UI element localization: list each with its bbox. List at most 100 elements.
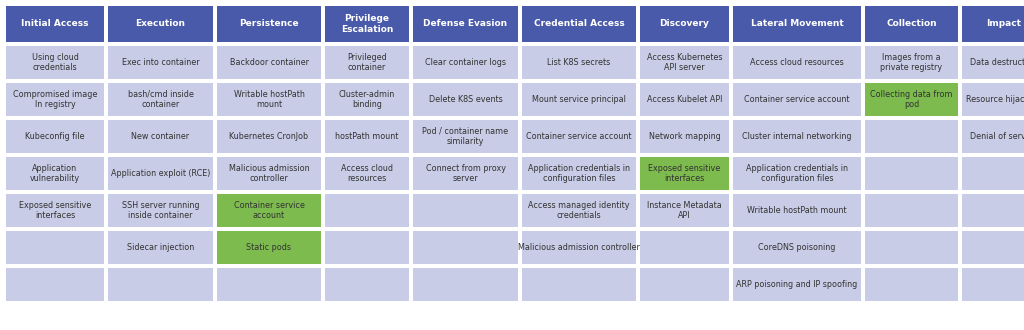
Bar — [865, 6, 958, 42]
Bar — [962, 268, 1024, 301]
Bar — [962, 120, 1024, 153]
Text: Static pods: Static pods — [247, 243, 292, 252]
Bar — [522, 268, 636, 301]
Bar — [217, 6, 321, 42]
Bar — [217, 120, 321, 153]
Bar — [217, 83, 321, 116]
Text: Kubernetes CronJob: Kubernetes CronJob — [229, 132, 308, 141]
Bar — [6, 157, 104, 190]
Text: Defense Evasion: Defense Evasion — [424, 19, 508, 28]
Bar — [865, 120, 958, 153]
Bar — [413, 83, 518, 116]
Bar — [733, 268, 861, 301]
Bar — [962, 6, 1024, 42]
Bar — [413, 194, 518, 227]
Bar — [865, 157, 958, 190]
Bar — [733, 157, 861, 190]
Text: Lateral Movement: Lateral Movement — [751, 19, 844, 28]
Bar — [640, 6, 729, 42]
Bar — [217, 231, 321, 264]
Text: ARP poisoning and IP spoofing: ARP poisoning and IP spoofing — [736, 280, 858, 289]
Text: New container: New container — [131, 132, 189, 141]
Bar — [640, 46, 729, 79]
Text: Mount service principal: Mount service principal — [532, 95, 626, 104]
Bar — [325, 83, 409, 116]
Bar — [640, 120, 729, 153]
Text: Privilege
Escalation: Privilege Escalation — [341, 15, 393, 34]
Bar — [962, 83, 1024, 116]
Bar — [522, 157, 636, 190]
Text: Execution: Execution — [135, 19, 185, 28]
Bar — [522, 194, 636, 227]
Text: Application exploit (RCE): Application exploit (RCE) — [111, 169, 210, 178]
Text: Impact: Impact — [986, 19, 1022, 28]
Text: Access managed identity
credentials: Access managed identity credentials — [528, 201, 630, 220]
Text: Compromised image
In registry: Compromised image In registry — [13, 90, 97, 109]
Text: Application credentials in
configuration files: Application credentials in configuration… — [528, 164, 630, 183]
Text: Exposed sensitive
interfaces: Exposed sensitive interfaces — [18, 201, 91, 220]
Text: Connect from proxy
server: Connect from proxy server — [426, 164, 506, 183]
Text: Discovery: Discovery — [659, 19, 710, 28]
Text: Exec into container: Exec into container — [122, 58, 200, 67]
Text: Container service account: Container service account — [744, 95, 850, 104]
Bar — [733, 194, 861, 227]
Text: Delete K8S events: Delete K8S events — [429, 95, 503, 104]
Bar — [6, 194, 104, 227]
Bar — [217, 268, 321, 301]
Bar — [522, 120, 636, 153]
Bar — [962, 194, 1024, 227]
Bar — [522, 231, 636, 264]
Bar — [413, 46, 518, 79]
Text: Images from a
private registry: Images from a private registry — [881, 53, 942, 72]
Bar — [325, 46, 409, 79]
Text: Access cloud
resources: Access cloud resources — [341, 164, 393, 183]
Bar — [865, 231, 958, 264]
Bar — [108, 231, 213, 264]
Bar — [733, 120, 861, 153]
Bar — [733, 46, 861, 79]
Text: Resource hijacking: Resource hijacking — [967, 95, 1024, 104]
Bar — [6, 120, 104, 153]
Bar — [108, 120, 213, 153]
Bar — [6, 83, 104, 116]
Bar — [6, 268, 104, 301]
Text: Collection: Collection — [886, 19, 937, 28]
Text: bash/cmd inside
container: bash/cmd inside container — [128, 90, 194, 109]
Text: hostPath mount: hostPath mount — [335, 132, 398, 141]
Text: Clear container logs: Clear container logs — [425, 58, 506, 67]
Text: Access Kubelet API: Access Kubelet API — [647, 95, 722, 104]
Text: List K8S secrets: List K8S secrets — [548, 58, 610, 67]
Text: Malicious admission controller: Malicious admission controller — [518, 243, 640, 252]
Text: SSH server running
inside container: SSH server running inside container — [122, 201, 200, 220]
Text: Instance Metadata
API: Instance Metadata API — [647, 201, 722, 220]
Text: Access Kubernetes
API server: Access Kubernetes API server — [647, 53, 722, 72]
Bar — [217, 157, 321, 190]
Text: Writable hostPath mount: Writable hostPath mount — [748, 206, 847, 215]
Bar — [962, 46, 1024, 79]
Bar — [962, 231, 1024, 264]
Text: Credential Access: Credential Access — [534, 19, 625, 28]
Text: Writable hostPath
mount: Writable hostPath mount — [233, 90, 304, 109]
Bar — [640, 157, 729, 190]
Text: Cluster internal networking: Cluster internal networking — [742, 132, 852, 141]
Bar — [6, 6, 104, 42]
Bar — [733, 231, 861, 264]
Bar — [522, 6, 636, 42]
Text: CoreDNS poisoning: CoreDNS poisoning — [759, 243, 836, 252]
Bar — [640, 194, 729, 227]
Text: Sidecar injection: Sidecar injection — [127, 243, 195, 252]
Bar — [325, 231, 409, 264]
Bar — [108, 157, 213, 190]
Bar — [522, 83, 636, 116]
Bar — [413, 6, 518, 42]
Bar — [108, 194, 213, 227]
Bar — [733, 6, 861, 42]
Bar — [108, 46, 213, 79]
Text: Malicious admission
controller: Malicious admission controller — [228, 164, 309, 183]
Text: Privileged
container: Privileged container — [347, 53, 387, 72]
Text: Exposed sensitive
interfaces: Exposed sensitive interfaces — [648, 164, 721, 183]
Text: Container service
account: Container service account — [233, 201, 304, 220]
Bar — [733, 83, 861, 116]
Text: Application
vulnerability: Application vulnerability — [30, 164, 80, 183]
Bar — [108, 6, 213, 42]
